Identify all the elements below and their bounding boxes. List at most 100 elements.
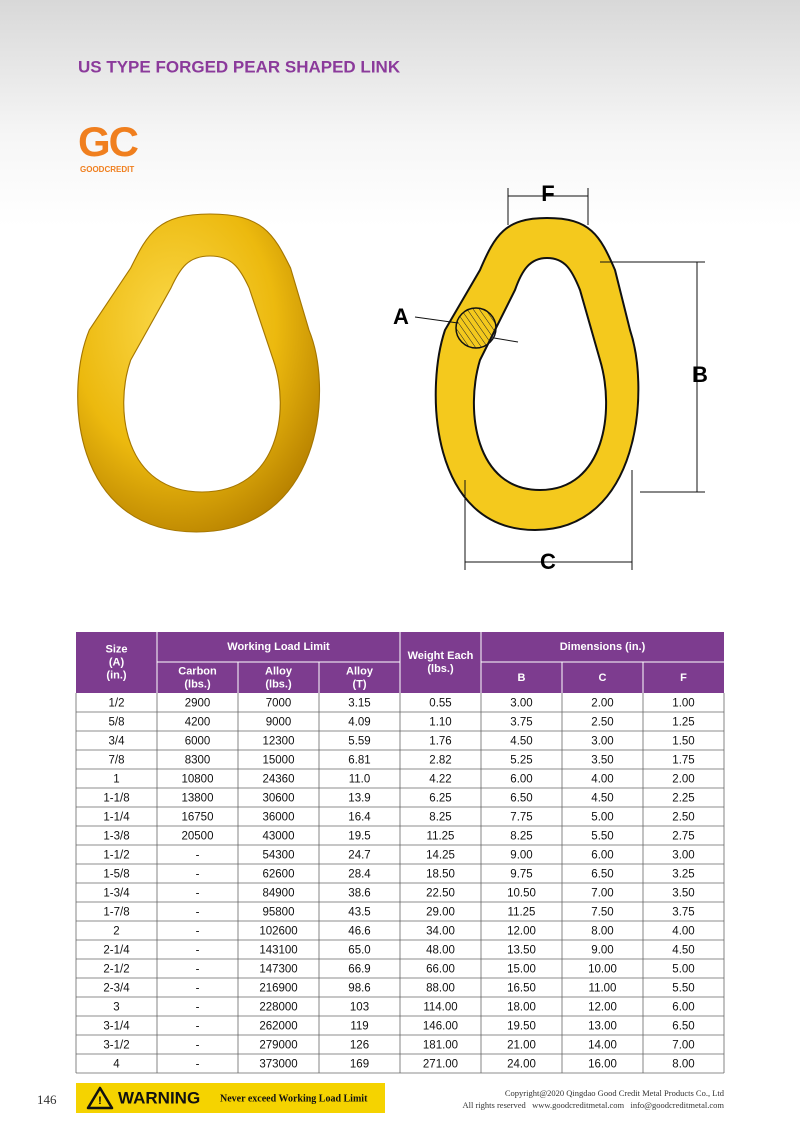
table-cell: 228000 — [259, 1002, 297, 1014]
table-cell: - — [196, 1021, 200, 1033]
table-cell: 10.00 — [588, 964, 617, 976]
table-cell: 62600 — [263, 869, 295, 881]
table-cell: 7.00 — [591, 888, 613, 900]
table-cell: 48.00 — [426, 945, 455, 957]
table-cell: 6.50 — [672, 1021, 694, 1033]
table-cell: 279000 — [259, 1040, 297, 1052]
table-cell: 4 — [113, 1059, 120, 1071]
table-cell: 216900 — [259, 983, 297, 995]
table-cell: 3-1/2 — [103, 1040, 129, 1052]
table-cell: 6000 — [185, 736, 211, 748]
table-cell: 6.50 — [591, 869, 613, 881]
table-cell: 18.50 — [426, 869, 455, 881]
table-cell: 13.00 — [588, 1021, 617, 1033]
table-cell: 1-7/8 — [103, 907, 129, 919]
header-cell: Working Load Limit — [227, 641, 330, 653]
table-cell: 271.00 — [423, 1059, 458, 1071]
label-f: F — [541, 181, 554, 206]
table-cell: 2.75 — [672, 831, 694, 843]
table-cell: 15.00 — [507, 964, 536, 976]
table-cell: 2 — [113, 926, 119, 938]
header-cell: B — [518, 672, 526, 684]
table-cell: 4.50 — [510, 736, 532, 748]
table-cell: 24.7 — [348, 850, 370, 862]
table-cell: 38.6 — [348, 888, 370, 900]
table-cell: 9.75 — [510, 869, 532, 881]
table-cell: 1.76 — [429, 736, 451, 748]
warning-icon — [86, 1086, 114, 1110]
table-cell: 103 — [350, 1002, 369, 1014]
table-cell: 1-5/8 — [103, 869, 129, 881]
header-cell: (lbs.) — [265, 678, 292, 690]
table-cell: 169 — [350, 1059, 369, 1071]
table-cell: 2.00 — [672, 774, 694, 786]
table-cell: 88.00 — [426, 983, 455, 995]
table-cell: 1 — [113, 774, 119, 786]
table-cell: 46.6 — [348, 926, 370, 938]
table-cell: 9000 — [266, 717, 292, 729]
product-photo — [77, 213, 321, 533]
table-cell: 3.25 — [672, 869, 694, 881]
label-b: B — [692, 362, 708, 387]
table-cell: 65.0 — [348, 945, 370, 957]
table-cell: 1/2 — [109, 698, 125, 710]
table-cell: 24360 — [263, 774, 295, 786]
table-cell: 24.00 — [507, 1059, 536, 1071]
contact: All rights reserved www.goodcreditmetal.… — [463, 1100, 725, 1110]
table-cell: 8.00 — [672, 1059, 694, 1071]
table-cell: 19.5 — [348, 831, 370, 843]
table-cell: - — [196, 850, 200, 862]
table-cell: 66.9 — [348, 964, 370, 976]
table-cell: 6.50 — [510, 793, 532, 805]
table-cell: - — [196, 1059, 200, 1071]
table-cell: - — [196, 926, 200, 938]
table-cell: - — [196, 1040, 200, 1052]
table-cell: 36000 — [263, 812, 295, 824]
header-cell: Weight Each — [408, 650, 474, 662]
table-cell: 16.00 — [588, 1059, 617, 1071]
header-cell: Size — [105, 643, 127, 655]
table-cell: 2-1/2 — [103, 964, 129, 976]
table-cell: 54300 — [263, 850, 295, 862]
table-cell: 3/4 — [109, 736, 126, 748]
table-cell: 43000 — [263, 831, 295, 843]
table-cell: 10.50 — [507, 888, 536, 900]
table-cell: 13800 — [182, 793, 214, 805]
table-cell: 181.00 — [423, 1040, 458, 1052]
table-cell: 1.10 — [429, 717, 451, 729]
table-cell: 16750 — [182, 812, 214, 824]
header-cell: (T) — [352, 678, 366, 690]
table-cell: 1-1/8 — [103, 793, 129, 805]
table-cell: 8.25 — [510, 831, 532, 843]
warning-text: Never exceed Working Load Limit — [220, 1093, 368, 1104]
table-cell: 3-1/4 — [103, 1021, 130, 1033]
table-cell: 14.25 — [426, 850, 455, 862]
table-cell: 11.0 — [349, 774, 371, 786]
table-cell: 1.75 — [672, 755, 694, 767]
header-cell: (A) — [109, 656, 125, 668]
table-cell: - — [196, 869, 200, 881]
table-cell: 98.6 — [348, 983, 370, 995]
table-cell: 20500 — [182, 831, 214, 843]
table-cell: 8.00 — [591, 926, 613, 938]
table-cell: 9.00 — [510, 850, 532, 862]
table-cell: 14.00 — [588, 1040, 617, 1052]
table-cell: 6.00 — [591, 850, 613, 862]
table-cell: 2.50 — [591, 717, 613, 729]
table-cell: 6.00 — [672, 1002, 694, 1014]
table-cell: 102600 — [259, 926, 297, 938]
table-cell: 1-3/8 — [103, 831, 129, 843]
table-cell: 5.00 — [672, 964, 694, 976]
table-cell: 3.15 — [348, 698, 370, 710]
header-cell: Alloy — [265, 665, 293, 677]
table-cell: 4.00 — [672, 926, 694, 938]
table-cell: 1.00 — [672, 698, 694, 710]
table-cell: 5.50 — [591, 831, 613, 843]
table-cell: 146.00 — [423, 1021, 458, 1033]
table-cell: 13.50 — [507, 945, 536, 957]
header-cell: (lbs.) — [427, 663, 454, 675]
header-cell: Carbon — [178, 665, 217, 677]
table-cell: 5.59 — [348, 736, 370, 748]
table-cell: 34.00 — [426, 926, 455, 938]
